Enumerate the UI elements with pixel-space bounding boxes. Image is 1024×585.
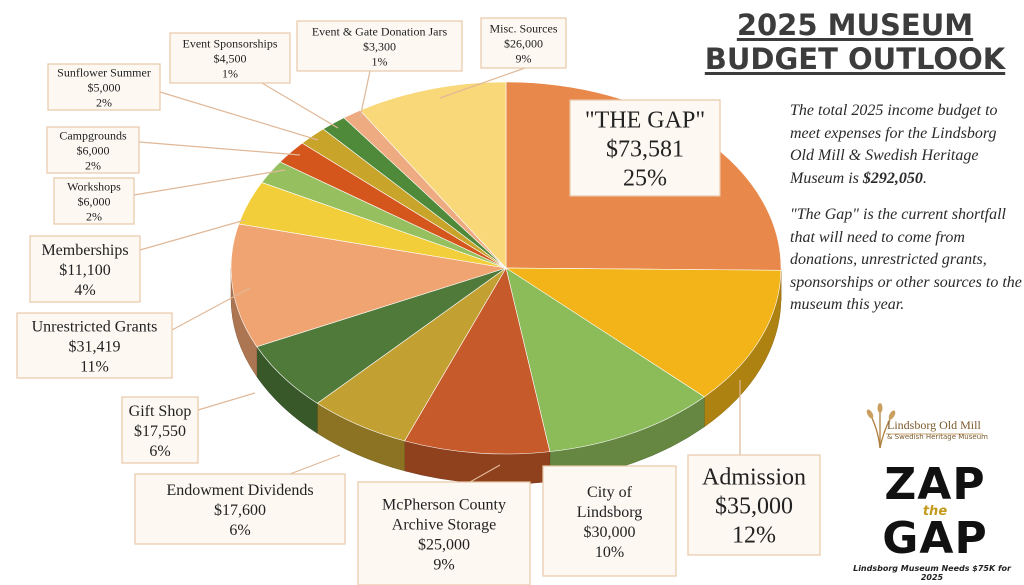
- label-percent-the-gap: 25%: [623, 166, 667, 192]
- chart-title: 2025 MUSEUM BUDGET OUTLOOK: [690, 8, 1020, 76]
- pie-slice-misc-sources: [359, 81, 507, 269]
- leader-line-event-gate-donation-jars: [359, 70, 371, 119]
- the-word: the: [922, 504, 948, 519]
- title-line-2: BUDGET OUTLOOK: [704, 42, 1006, 76]
- label-name-sunflower-summer: Sunflower Summer: [57, 66, 151, 80]
- label-percent-event-sponsorships: 1%: [222, 67, 238, 81]
- label-percent-mcpherson-county-archive-storage: 9%: [433, 557, 454, 574]
- leader-line-memberships: [139, 219, 246, 251]
- label-name-endowment-dividends: Endowment Dividends: [166, 482, 313, 499]
- leader-line-event-sponsorships: [261, 82, 339, 129]
- label-box-admission: [687, 454, 821, 556]
- leader-line-unrestricted-grants: [171, 287, 251, 331]
- label-box-event-sponsorships: [169, 32, 291, 84]
- label-value-unrestricted-grants: $31,419: [69, 339, 121, 356]
- label-box-gift-shop: [121, 396, 199, 464]
- pie-slice-admission: [504, 267, 782, 398]
- description-text: The total 2025 income budget to meet exp…: [790, 102, 998, 187]
- zap-word: ZAP: [884, 459, 986, 510]
- pie-slice-city-of-lindsborg: [505, 267, 705, 452]
- label-value-admission: $35,000: [715, 494, 793, 520]
- label-percent-misc-sources: 9%: [516, 52, 532, 66]
- label-percent-admission: 12%: [732, 523, 776, 549]
- logo-subtitle: & Swedish Heritage Museum: [887, 433, 988, 441]
- description-total-paragraph: The total 2025 income budget to meet exp…: [790, 100, 1022, 190]
- label-name-mcpherson-county-archive-storage: Archive Storage: [392, 517, 496, 534]
- label-box-event-gate-donation-jars: [296, 20, 463, 72]
- label-name-campgrounds: Campgrounds: [59, 129, 127, 143]
- label-value-event-sponsorships: $4,500: [214, 52, 247, 66]
- label-percent-city-of-lindsborg: 10%: [595, 544, 624, 561]
- label-name-city-of-lindsborg: Lindsborg: [577, 504, 642, 521]
- label-value-sunflower-summer: $5,000: [88, 81, 121, 95]
- budget-description: The total 2025 income budget to meet exp…: [790, 100, 1022, 331]
- label-percent-event-gate-donation-jars: 1%: [372, 55, 388, 69]
- label-value-endowment-dividends: $17,600: [214, 502, 266, 519]
- description-end: .: [922, 169, 927, 187]
- leader-line-endowment-dividends: [289, 454, 341, 475]
- label-percent-workshops: 2%: [86, 210, 102, 224]
- label-value-gift-shop: $17,550: [134, 423, 186, 440]
- label-box-sunflower-summer: [47, 63, 161, 111]
- title-line-1: 2025 MUSEUM: [736, 8, 974, 42]
- label-name-gift-shop: Gift Shop: [129, 403, 192, 420]
- label-value-workshops: $6,000: [78, 195, 111, 209]
- label-box-the-gap: [569, 99, 721, 197]
- label-value-city-of-lindsborg: $30,000: [584, 524, 636, 541]
- pie-slice-mcpherson-county-archive-storage: [404, 267, 551, 455]
- leader-line-workshops: [133, 169, 286, 196]
- label-name-event-gate-donation-jars: Event & Gate Donation Jars: [312, 25, 448, 39]
- total-budget-value: $292,050: [862, 169, 923, 187]
- leader-line-campgrounds: [138, 141, 301, 156]
- label-name-the-gap: "THE GAP": [585, 108, 705, 134]
- label-box-workshops: [53, 177, 135, 225]
- label-percent-campgrounds: 2%: [85, 159, 101, 173]
- label-percent-unrestricted-grants: 11%: [80, 359, 109, 376]
- leader-line-sunflower-summer: [159, 91, 319, 141]
- label-box-mcpherson-county-archive-storage: [357, 481, 531, 585]
- label-percent-gift-shop: 6%: [149, 443, 170, 460]
- label-value-campgrounds: $6,000: [77, 144, 110, 158]
- label-percent-sunflower-summer: 2%: [96, 96, 112, 110]
- label-name-workshops: Workshops: [67, 180, 121, 194]
- wheat-logo-icon: [866, 403, 983, 449]
- leader-line-gift-shop: [197, 392, 256, 411]
- zap-the-gap-logo: ZAP the GAP: [850, 459, 1020, 564]
- label-box-memberships: [29, 235, 141, 303]
- label-name-unrestricted-grants: Unrestricted Grants: [32, 319, 158, 336]
- label-box-endowment-dividends: [134, 473, 346, 545]
- leader-line-mcpherson-county-archive-storage: [469, 464, 501, 483]
- label-box-unrestricted-grants: [16, 312, 173, 379]
- label-name-misc-sources: Misc. Sources: [490, 22, 558, 36]
- label-name-memberships: Memberships: [41, 242, 128, 259]
- label-value-the-gap: $73,581: [606, 137, 684, 163]
- label-value-misc-sources: $26,000: [504, 37, 543, 51]
- label-percent-memberships: 4%: [74, 282, 95, 299]
- label-value-event-gate-donation-jars: $3,300: [363, 40, 396, 54]
- pie-slice-unrestricted-grants: [230, 223, 507, 348]
- label-name-city-of-lindsborg: City of: [587, 484, 633, 501]
- label-box-city-of-lindsborg: [542, 465, 677, 577]
- leader-line-misc-sources: [439, 67, 526, 99]
- label-percent-endowment-dividends: 6%: [229, 522, 250, 539]
- label-value-mcpherson-county-archive-storage: $25,000: [418, 537, 470, 554]
- gap-word: GAP: [882, 513, 988, 564]
- label-name-admission: Admission: [702, 465, 806, 491]
- label-box-campgrounds: [46, 126, 140, 174]
- label-name-mcpherson-county-archive-storage: McPherson County: [382, 497, 506, 514]
- label-box-misc-sources: [480, 17, 567, 69]
- label-name-event-sponsorships: Event Sponsorships: [182, 37, 277, 51]
- label-value-memberships: $11,100: [59, 262, 110, 279]
- description-gap-paragraph: "The Gap" is the current shortfall that …: [790, 206, 1022, 313]
- logo-name: Lindsborg Old Mill: [887, 418, 981, 432]
- zap-tagline: Lindsborg Museum Needs $75K for 2025: [853, 564, 1011, 582]
